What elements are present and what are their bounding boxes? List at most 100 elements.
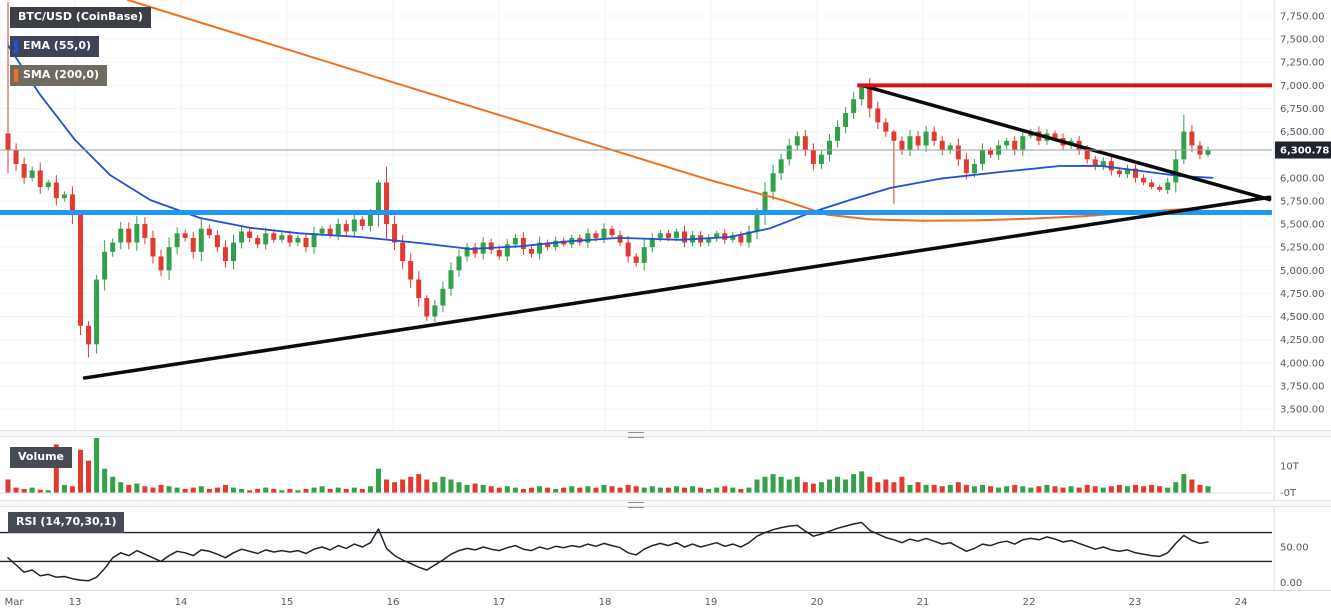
candle [1004,140,1010,146]
volume-bar [239,488,245,493]
candle [142,224,148,238]
rsi-bands [0,531,1272,563]
symbol-badge[interactable]: BTC/USD (CoinBase) [10,7,151,28]
candle [657,233,663,238]
volume-bar [907,484,913,493]
volume-bar [464,484,470,493]
volume-bar [13,487,19,493]
candle [1165,182,1171,190]
candle [915,136,921,146]
candle [182,233,188,238]
candle [287,235,293,243]
volume-bar [1189,479,1195,493]
volume-bar [295,490,301,493]
ascending-support-trendline[interactable] [82,195,1272,380]
volume-bar [29,487,35,493]
candle [440,288,446,306]
volume-bar [706,488,712,493]
rsi-indicator-badge[interactable]: RSI (14,70,30,1) [8,512,125,533]
pane-separator[interactable] [0,430,1331,438]
volume-bar [569,486,575,493]
candle [190,237,196,252]
volume-bar [206,488,212,493]
volume-bar [988,486,994,493]
candle [5,133,11,151]
volume-bar [770,474,776,493]
volume-bar [400,479,406,493]
volume-bar [1108,486,1114,493]
price-tick-label: 6,000.00 [1280,173,1325,184]
candle-series [5,2,1211,358]
volume-bar [126,484,132,493]
candle [931,131,937,141]
volume-bar [714,487,720,493]
volume-bar [1052,486,1058,493]
candle [1108,161,1114,171]
rsi-tick-label: 50.00 [1280,543,1309,554]
rsi-pane[interactable]: 50.00 0.00 RSI (14,70,30,1) [0,507,1331,590]
price-axis[interactable]: 7,750.00 7,500.00 7,250.00 7,000.00 6,750.00… [1275,12,1331,416]
resize-handle-icon[interactable] [628,502,644,508]
volume-pane[interactable]: 10T -0T Volume [0,437,1331,500]
candle [762,191,768,215]
volume-bar [214,487,220,493]
candle [21,163,27,178]
price-tick-label: 7,500.00 [1280,35,1325,46]
sma-indicator-badge[interactable]: SMA (200,0) [10,64,108,86]
volume-bar [150,487,156,493]
volume-bar [537,486,543,493]
volume-bar [375,468,381,493]
candle [528,249,534,254]
volume-bar [625,484,631,493]
volume-bar [198,486,204,493]
candle [456,256,462,271]
descending-resistance-trendline[interactable] [859,83,1272,202]
resize-handle-icon[interactable] [628,432,644,438]
candle [472,247,478,254]
ema-indicator-badge[interactable]: EMA (55,0) [10,35,99,57]
candle [1124,168,1130,175]
candle [1149,182,1155,188]
volume-bar [641,487,647,493]
volume-bar [1092,486,1098,493]
volume-bar [351,487,357,493]
price-chart-canvas[interactable]: 7,750.00 7,500.00 7,250.00 7,000.00 6,750.00… [0,0,1331,430]
volume-bar [182,488,188,493]
candle [633,256,639,263]
volume-bar [319,486,325,493]
volume-bar [617,487,623,493]
chart-legend: BTC/USD (CoinBase) EMA (55,0) SMA (200,0… [10,7,151,86]
candle [319,228,325,234]
candle [947,145,953,151]
candle [504,244,510,257]
time-axis[interactable]: Mar 13 14 15 16 17 18 19 20 21 22 23 24 [0,590,1331,615]
volume-bar [94,438,100,493]
ema-color-chip [14,39,18,53]
candle [1052,133,1058,139]
rsi-chart-canvas[interactable]: 50.00 0.00 [0,507,1331,590]
volume-indicator-badge[interactable]: Volume [10,447,72,468]
candle [150,237,156,257]
volume-bar [440,476,446,493]
volume-bar [818,482,824,493]
candle [673,231,679,238]
volume-axis[interactable]: 10T -0T [1280,462,1300,500]
volume-bar [1116,484,1122,493]
candle [1084,150,1090,160]
candle [859,87,865,100]
volume-bar [690,486,696,493]
rsi-axis[interactable]: 50.00 0.00 [1280,543,1309,590]
volume-bar [601,484,607,493]
price-tick-label: 5,250.00 [1280,243,1325,254]
candle [53,182,59,199]
volume-bar [222,484,228,493]
volume-chart-canvas[interactable]: 10T -0T [0,437,1331,500]
price-pane[interactable]: 7,750.00 7,500.00 7,250.00 7,000.00 6,750.00… [0,0,1331,430]
volume-bar [665,487,671,493]
volume-bar [1068,486,1074,493]
volume-bar [166,486,172,493]
pane-separator[interactable] [0,500,1331,508]
candle [1157,187,1163,190]
candle [263,233,269,245]
